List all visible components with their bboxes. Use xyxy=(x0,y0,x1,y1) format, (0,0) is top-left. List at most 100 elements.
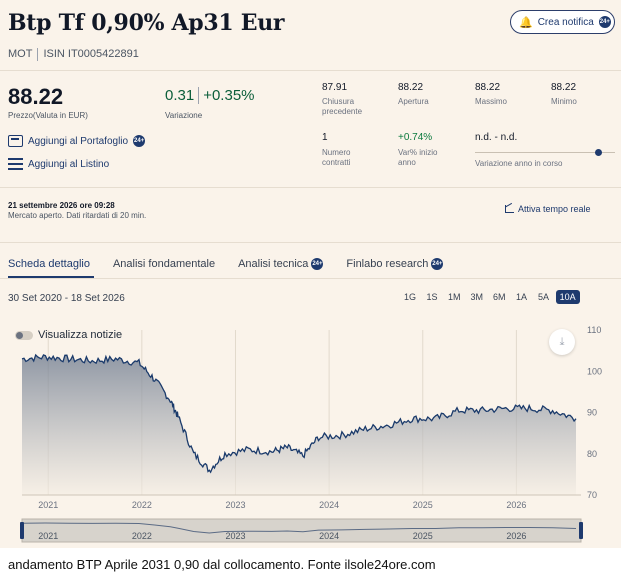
price-area xyxy=(22,354,577,495)
range-button-1a[interactable]: 1A xyxy=(516,292,528,302)
navigator-handle-right[interactable] xyxy=(579,522,583,539)
divider xyxy=(0,187,621,188)
x-tick-label: 2025 xyxy=(413,500,433,510)
year-range-track xyxy=(475,152,615,153)
list-icon xyxy=(8,158,23,170)
y-tick-label: 70 xyxy=(587,490,597,500)
divider xyxy=(198,87,200,104)
stat-label-open: Apertura xyxy=(398,97,429,106)
add-to-watchlist-label: Aggiungi al Listino xyxy=(28,158,110,170)
navigator-tick-label: 2025 xyxy=(413,531,433,541)
range-button-10a[interactable]: 10A xyxy=(555,290,580,304)
stat-value-year-range: n.d. - n.d. xyxy=(475,132,518,143)
divider xyxy=(37,48,39,61)
navigator-handle-left[interactable] xyxy=(20,522,24,539)
download-button[interactable]: ⤓ xyxy=(549,329,575,355)
stat-label-contracts: Numero contratti xyxy=(322,148,351,167)
year-range-marker xyxy=(595,149,602,156)
wallet-icon xyxy=(8,135,23,147)
stat-value-contracts: 1 xyxy=(322,132,328,143)
tab-analisi-fondamentale[interactable]: Analisi fondamentale xyxy=(113,258,215,270)
instrument-ids: MOT ISIN IT0005422891 xyxy=(8,48,139,61)
tab-scheda-dettaglio[interactable]: Scheda dettaglio xyxy=(8,258,90,270)
add-to-portfolio-label: Aggiungi al Portafoglio xyxy=(28,135,129,147)
create-notification-button[interactable]: 🔔 Crea notifica 24+ xyxy=(510,10,615,34)
navigator-band xyxy=(21,518,582,543)
chart-period: 30 Set 2020 - 18 Set 2026 xyxy=(8,293,125,304)
detail-tabs: Scheda dettaglio Analisi fondamentale An… xyxy=(8,258,444,270)
y-tick-label: 110 xyxy=(587,325,601,335)
range-button-3m[interactable]: 3M xyxy=(470,292,484,302)
divider xyxy=(0,278,621,279)
x-tick-label: 2026 xyxy=(506,500,526,510)
navigator-tick-label: 2022 xyxy=(132,531,152,541)
quote-datetime: 21 settembre 2026 ore 09:28 xyxy=(8,201,115,210)
add-to-watchlist-link[interactable]: Aggiungi al Listino xyxy=(8,158,109,170)
stat-value-ytd: +0.74% xyxy=(398,132,433,143)
range-button-5a[interactable]: 5A xyxy=(538,292,550,302)
navigator-tick-label: 2023 xyxy=(225,531,245,541)
y-tick-label: 80 xyxy=(587,449,597,459)
stat-value-open: 88.22 xyxy=(398,82,424,93)
stat-value-prev-close: 87.91 xyxy=(322,82,348,93)
price-change: 0.31 +0.35% xyxy=(165,87,255,104)
price-line xyxy=(21,353,577,474)
x-tick-label: 2021 xyxy=(38,500,58,510)
range-selector: 1G 1S 1M 3M 6M 1A 5A 10A xyxy=(400,290,580,304)
premium-badge-icon: 24+ xyxy=(133,135,146,147)
active-tab-indicator xyxy=(8,276,94,278)
enable-realtime-label: Attiva tempo reale xyxy=(518,204,591,214)
tab-label: Finlabo research xyxy=(346,258,429,270)
premium-badge-icon: 24+ xyxy=(311,258,324,270)
divider xyxy=(0,242,621,243)
range-button-1g[interactable]: 1G xyxy=(404,292,417,302)
premium-badge-icon: 24+ xyxy=(598,16,611,28)
bell-icon: 🔔 xyxy=(519,16,533,29)
change-label: Variazione xyxy=(165,111,203,120)
range-button-1s[interactable]: 1S xyxy=(426,292,438,302)
premium-badge-icon: 24+ xyxy=(431,258,444,270)
create-notification-label: Crea notifica xyxy=(537,16,594,28)
stat-label-high: Massimo xyxy=(475,97,508,106)
stat-label-low: Minimo xyxy=(551,97,577,106)
line-chart-icon xyxy=(505,205,514,213)
stat-label-ytd: Var% inizio anno xyxy=(398,148,438,167)
navigator-tick-label: 2024 xyxy=(319,531,339,541)
stat-value-high: 88.22 xyxy=(475,82,501,93)
tab-label: Analisi tecnica xyxy=(238,258,309,270)
navigator-line xyxy=(21,522,577,534)
tab-finlabo-research[interactable]: Finlabo research 24+ xyxy=(346,258,444,270)
show-news-label: Visualizza notizie xyxy=(38,329,123,341)
tab-analisi-tecnica[interactable]: Analisi tecnica 24+ xyxy=(238,258,324,270)
divider xyxy=(0,70,621,71)
x-tick-label: 2024 xyxy=(319,500,339,510)
price-chart: 70 80 90 100 110 2021 2022 2023 2024 2025 2026 2021… xyxy=(20,325,602,543)
y-tick-label: 100 xyxy=(587,366,602,376)
navigator-tick-label: 2026 xyxy=(506,531,526,541)
range-button-1m[interactable]: 1M xyxy=(448,292,461,302)
stat-value-low: 88.22 xyxy=(551,82,577,93)
page-title: Btp Tf 0,90% Ap31 Eur xyxy=(8,10,285,36)
tab-label: Scheda dettaglio xyxy=(8,258,90,270)
y-tick-label: 90 xyxy=(587,408,597,418)
quote-panel: Btp Tf 0,90% Ap31 Eur 🔔 Crea notifica 24… xyxy=(0,0,621,548)
navigator-tick-label: 2021 xyxy=(38,531,58,541)
tab-label: Analisi fondamentale xyxy=(112,258,216,270)
x-tick-label: 2023 xyxy=(225,500,245,510)
add-to-portfolio-link[interactable]: Aggiungi al Portafoglio 24+ xyxy=(8,135,146,147)
last-price: 88.22 xyxy=(8,84,64,109)
show-news-toggle[interactable]: Visualizza notizie xyxy=(15,329,122,341)
x-tick-label: 2022 xyxy=(132,500,152,510)
range-button-6m[interactable]: 6M xyxy=(493,292,506,302)
enable-realtime-link[interactable]: Attiva tempo reale xyxy=(505,204,591,214)
change-value: 0.31 xyxy=(165,87,195,104)
change-percent: +0.35% xyxy=(203,87,255,104)
last-price-label: Prezzo(Valuta in EUR) xyxy=(8,111,88,120)
stat-label-prev-close: Chiusura precedente xyxy=(322,97,363,116)
download-icon: ⤓ xyxy=(559,335,565,348)
image-caption: andamento BTP Aprile 2031 0,90 dal collo… xyxy=(8,557,436,572)
toggle-switch[interactable] xyxy=(15,330,33,340)
stat-label-year-range: Variazione anno in corso xyxy=(475,159,563,168)
market-code: MOT xyxy=(8,48,33,60)
isin-code: ISIN IT0005422891 xyxy=(43,48,139,60)
